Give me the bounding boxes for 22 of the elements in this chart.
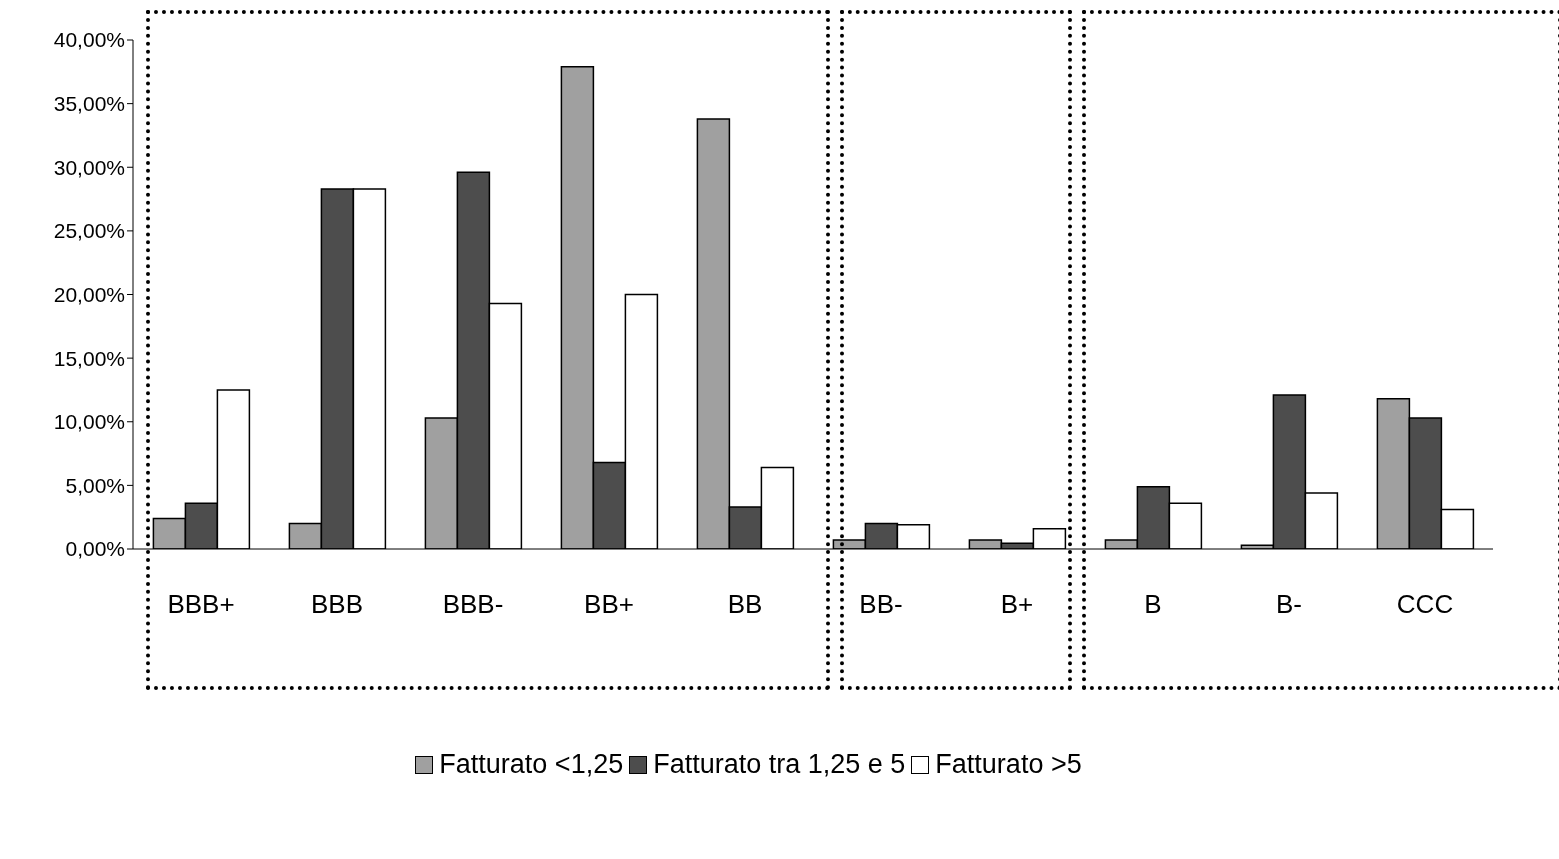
y-tick-label: 20,00% [53, 282, 125, 306]
x-tick-label: B- [1276, 589, 1302, 620]
y-tick-label: 10,00% [53, 410, 125, 434]
legend-label: Fatturato <1,25 [439, 749, 624, 780]
y-tick-label: 25,00% [53, 219, 125, 243]
y-tick-label: 30,00% [53, 155, 125, 179]
x-tick-label: BB- [859, 589, 903, 620]
x-tick-label: BBB+ [167, 589, 235, 620]
legend-label: Fatturato >5 [935, 749, 1082, 780]
legend-label: Fatturato tra 1,25 e 5 [653, 749, 906, 780]
x-tick-label: BBB- [442, 589, 504, 620]
x-tick-label: B+ [1000, 589, 1034, 620]
y-tick-label: 5,00% [65, 473, 125, 497]
x-tick-label: CCC [1396, 589, 1454, 620]
y-tick-label: 15,00% [53, 346, 125, 370]
x-tick-label: BB+ [584, 589, 634, 620]
x-tick-label: BB [727, 589, 763, 620]
y-tick-label: 35,00% [53, 92, 125, 116]
x-tick-label: BBB [310, 589, 364, 620]
y-tick-label: 0,00% [65, 537, 125, 561]
y-tick-label: 40,00% [53, 28, 125, 52]
x-tick-label: B [1144, 589, 1162, 620]
